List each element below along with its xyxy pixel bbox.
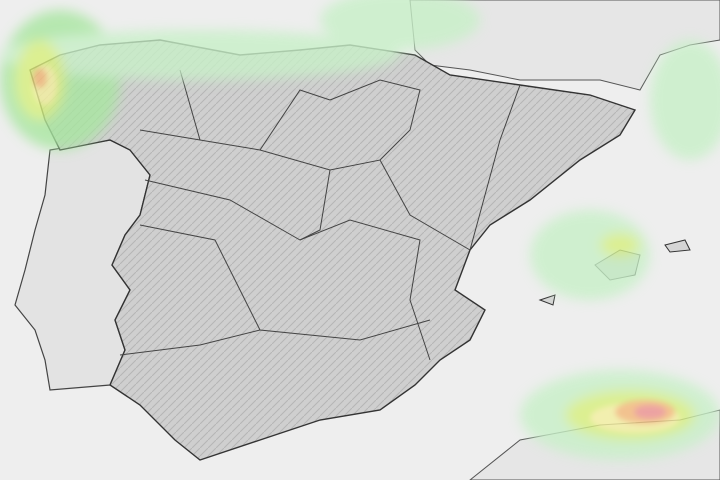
precipitation-overlay <box>0 0 720 460</box>
ibiza <box>538 294 556 306</box>
region-borders <box>119 69 521 361</box>
menorca <box>664 239 691 253</box>
